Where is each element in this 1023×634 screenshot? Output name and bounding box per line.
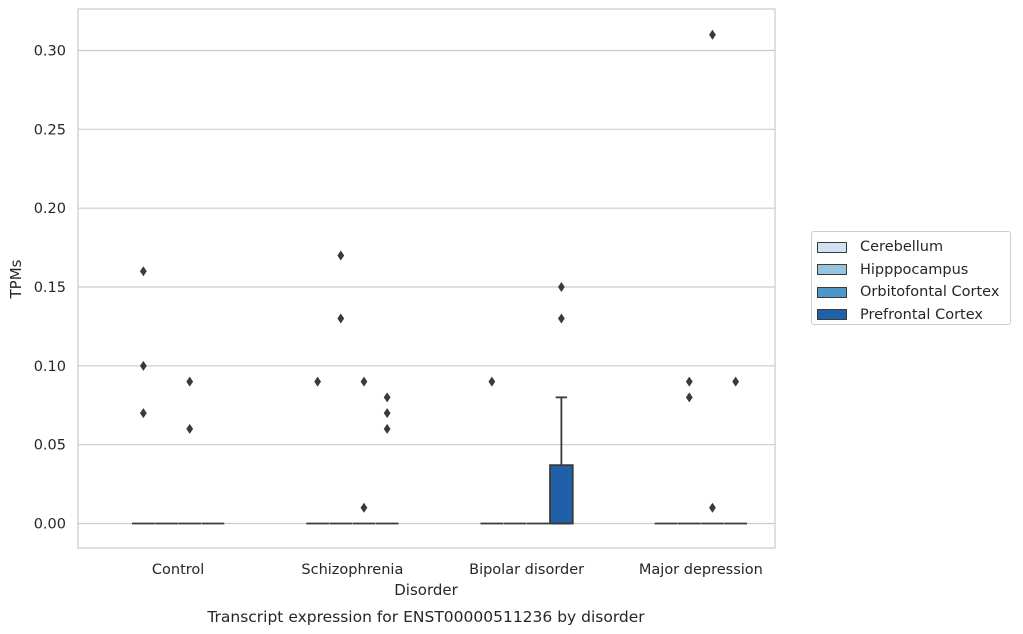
outlier-point [732, 376, 740, 387]
y-tick-label: 0.10 [34, 359, 66, 375]
chart-title: Transcript expression for ENST0000051123… [206, 608, 645, 626]
y-tick-label: 0.05 [34, 438, 66, 454]
legend-label: Hipppocampus [860, 261, 969, 278]
box-cerebellum [480, 376, 504, 525]
outlier-point [709, 502, 716, 513]
y-tick-label: 0.25 [34, 122, 66, 138]
box-cerebellum [132, 266, 155, 525]
legend-swatch [817, 241, 847, 253]
box-prefrontal-cortex [724, 376, 747, 525]
outlier-point [383, 392, 391, 403]
x-axis-label: Disorder [394, 581, 458, 599]
y-axis-label: TPMs [7, 259, 25, 299]
outlier-point [383, 423, 391, 434]
outlier-point [139, 360, 147, 371]
box-orbitofontal-cortex [352, 376, 376, 525]
marks [132, 29, 747, 525]
legend-label: Orbitofontal Cortex [860, 284, 1000, 301]
legend-swatch [817, 264, 847, 276]
outlier-point [186, 376, 194, 387]
box-orbitofontal-cortex [701, 29, 724, 525]
legend-label: Cerebellum [860, 239, 944, 256]
x-tick-label: Control [152, 562, 204, 578]
y-tick-labels: 0.00 0.05 0.10 0.15 0.20 0.25 0.30 [34, 44, 66, 533]
outlier-point [685, 376, 693, 387]
legend-item: Cerebellum [817, 236, 1010, 259]
legend: Cerebellum Hipppocampus Orbitofontal Corte… [811, 231, 1011, 325]
box-prefrontal-cortex [549, 282, 574, 525]
box-hipppocampus [329, 250, 353, 525]
y-tick-label: 0.00 [34, 517, 66, 533]
plot-background [78, 9, 775, 548]
box-prefrontal-cortex [375, 392, 399, 525]
legend-swatch [817, 309, 847, 321]
box-hipppocampus [677, 376, 701, 525]
outlier-point [139, 408, 147, 419]
box [549, 464, 574, 525]
outlier-point [186, 423, 194, 434]
outlier-point [383, 408, 391, 419]
outlier-point [488, 376, 496, 387]
outlier-point [709, 29, 716, 40]
box-cerebellum [306, 376, 329, 525]
y-tick-label: 0.15 [34, 280, 66, 296]
outlier-point [360, 502, 368, 513]
y-tick-label: 0.20 [34, 201, 66, 217]
x-tick-label: Major depression [639, 562, 763, 578]
outlier-point [337, 250, 345, 261]
outlier-point [314, 376, 322, 387]
legend-item: Prefrontal Cortex [817, 304, 1010, 327]
plot-frame [77, 8, 776, 549]
outlier-point [685, 392, 693, 403]
legend-label: Prefrontal Cortex [860, 306, 983, 323]
outlier-point [557, 313, 565, 324]
box-orbitofontal-cortex [178, 376, 202, 525]
outlier-point [139, 266, 147, 277]
outlier-point [337, 313, 345, 324]
y-tick-label: 0.30 [34, 44, 66, 60]
outlier-point [557, 282, 565, 292]
legend-item: Hipppocampus [817, 259, 1010, 282]
x-tick-labels: Control Schizophrenia Bipolar disorder Majo… [152, 562, 763, 578]
legend-item: Orbitofontal Cortex [817, 281, 1010, 304]
x-tick-label: Schizophrenia [301, 562, 403, 578]
outlier-point [360, 376, 368, 387]
x-tick-label: Bipolar disorder [469, 562, 584, 578]
legend-swatch [817, 286, 847, 298]
